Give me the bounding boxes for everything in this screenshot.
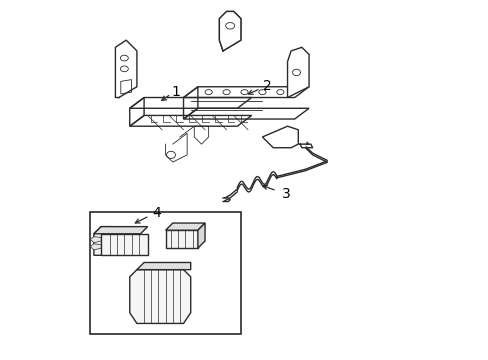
- Polygon shape: [198, 223, 204, 248]
- Polygon shape: [129, 270, 190, 323]
- Bar: [90, 212, 241, 334]
- Polygon shape: [90, 237, 101, 243]
- Text: 3: 3: [282, 186, 290, 201]
- Text: 1: 1: [172, 85, 181, 99]
- Polygon shape: [90, 244, 101, 250]
- Text: 4: 4: [152, 206, 161, 220]
- Polygon shape: [165, 223, 204, 230]
- Polygon shape: [262, 126, 298, 148]
- Polygon shape: [101, 234, 147, 255]
- Text: 2: 2: [263, 79, 272, 93]
- Polygon shape: [94, 226, 147, 234]
- Polygon shape: [287, 47, 308, 98]
- Polygon shape: [137, 262, 190, 270]
- Polygon shape: [165, 230, 198, 248]
- Polygon shape: [219, 12, 241, 51]
- Polygon shape: [94, 226, 112, 255]
